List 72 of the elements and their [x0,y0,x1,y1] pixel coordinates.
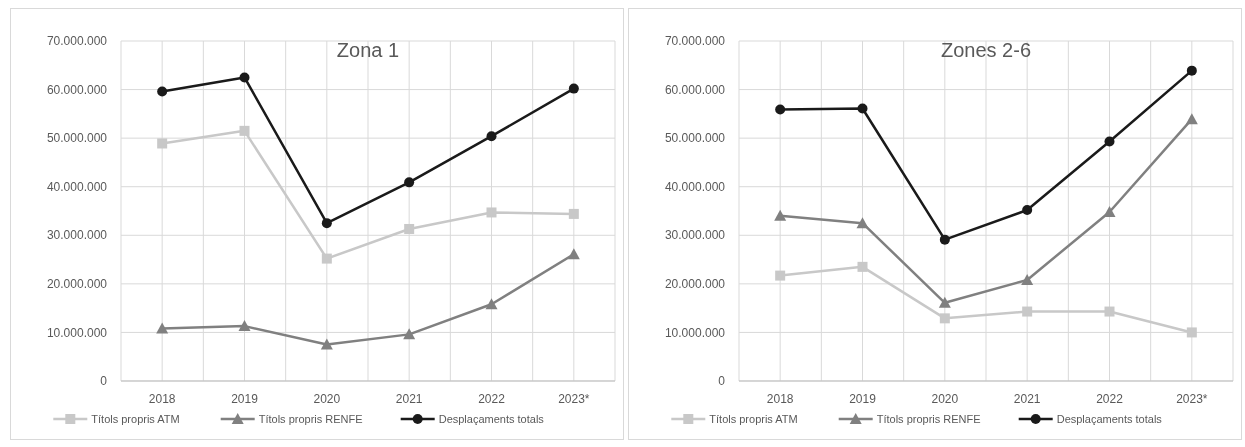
x-tick-label: 2021 [1013,392,1041,406]
y-tick-label: 40.000.000 [664,179,726,194]
y-tick-label: 60.000.000 [664,82,726,97]
y-tick-label: 0 [100,374,108,389]
point [1186,65,1197,76]
point [238,320,251,332]
x-tick-label: 2019 [849,392,877,406]
point [1021,273,1034,285]
x-tick-label: 2021 [395,392,423,406]
point [857,261,868,272]
point [1104,306,1115,317]
point [239,125,250,136]
legend-label: Títols propris ATM [91,412,180,425]
point [775,270,786,281]
x-tick-label: 2023* [558,392,590,406]
point [157,138,168,149]
point [404,223,415,234]
y-tick-label: 10.000.000 [46,325,108,340]
y-tick-label: 10.000.000 [664,325,726,340]
point [1104,136,1115,147]
y-tick-label: 50.000.000 [664,131,726,146]
y-tick-label: 0 [718,374,726,389]
point [939,234,950,245]
point [857,103,868,114]
y-tick-label: 40.000.000 [46,179,108,194]
x-tick-label: 2018 [148,392,176,406]
legend-label: Títols propris ATM [709,412,798,425]
y-tick-label: 30.000.000 [664,228,726,243]
point [321,253,332,264]
chart-title: Zones 2-6 [940,39,1032,61]
x-tick-label: 2018 [766,392,794,406]
point [239,72,250,83]
y-tick-label: 20.000.000 [664,277,726,292]
y-tick-label: 50.000.000 [46,131,108,146]
chart-title: Zona 1 [336,39,400,61]
point [321,218,332,229]
point [774,209,787,221]
point [157,86,168,97]
x-tick-label: 2022 [1096,392,1124,406]
legend-label: Títols propris RENFE [876,412,981,425]
point [1022,205,1033,216]
legend-label: Desplaçaments totals [438,412,545,425]
point [156,322,169,334]
legend-label: Títols propris RENFE [258,412,363,425]
point [486,131,497,142]
point [567,248,580,260]
y-tick-label: 70.000.000 [46,34,108,49]
x-tick-label: 2023* [1176,392,1208,406]
x-tick-label: 2020 [313,392,341,406]
y-tick-label: 20.000.000 [46,277,108,292]
point [486,207,497,218]
x-tick-label: 2022 [478,392,506,406]
point [1185,113,1198,125]
point [1103,205,1116,217]
point [568,208,579,219]
point [404,177,415,188]
x-tick-label: 2019 [231,392,259,406]
point [856,217,869,229]
point [775,104,786,115]
point [568,83,579,94]
x-tick-label: 2020 [931,392,959,406]
point [485,298,498,310]
point [403,328,416,340]
point [938,296,951,308]
y-tick-label: 30.000.000 [46,228,108,243]
point [1022,306,1033,317]
point [939,313,950,324]
y-tick-label: 70.000.000 [664,34,726,49]
point [1186,327,1197,338]
point [320,338,333,350]
legend-label: Desplaçaments totals [1056,412,1163,425]
y-tick-label: 60.000.000 [46,82,108,97]
